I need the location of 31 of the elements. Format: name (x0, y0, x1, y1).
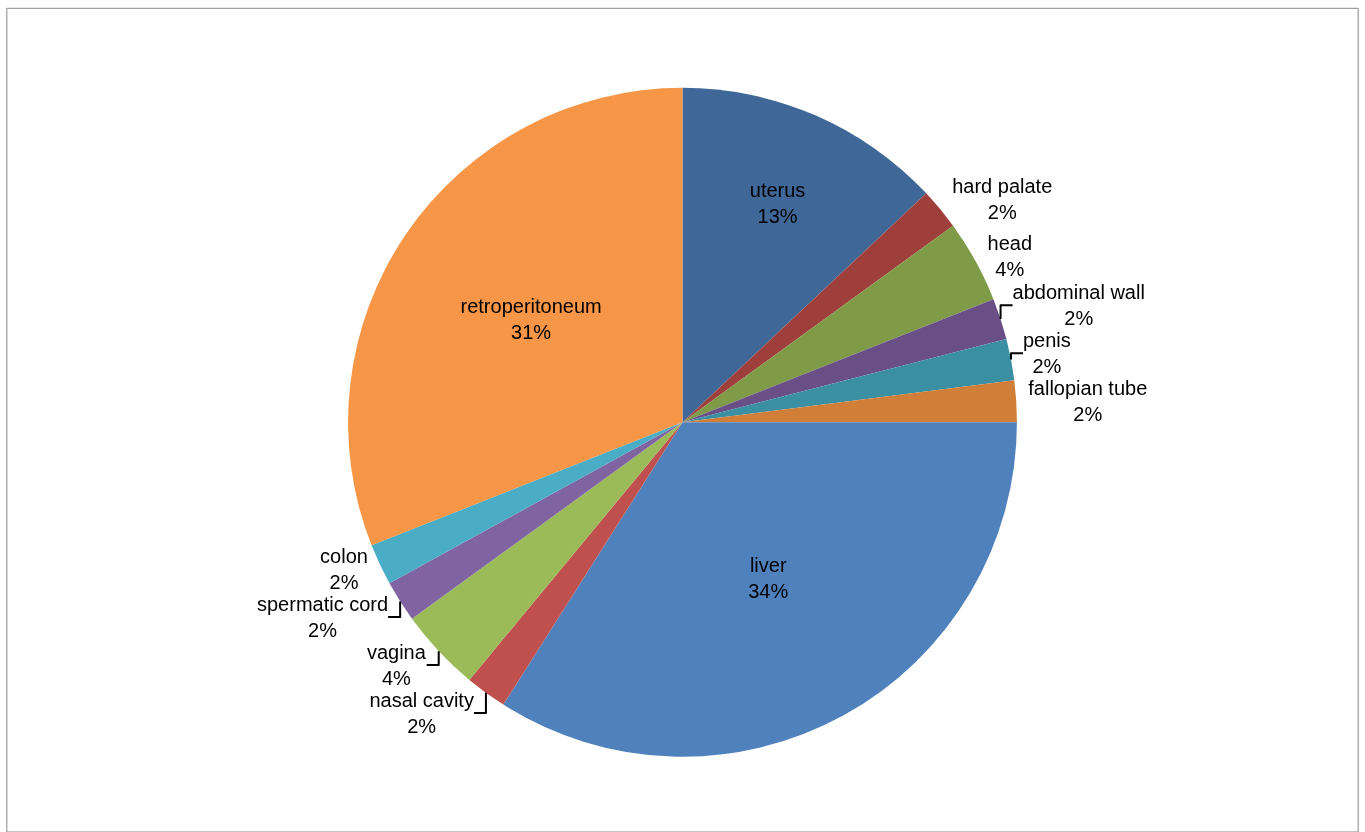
slice-label: penis (1023, 329, 1071, 352)
slice-label: liver (749, 554, 787, 577)
pie-slice (389, 422, 683, 619)
slice-label: head (987, 231, 1033, 254)
pie-slice (682, 87, 927, 423)
data-label: 2% (407, 714, 437, 737)
pie-slice (503, 422, 1017, 757)
data-label: 13% (757, 204, 798, 227)
data-label: 2% (329, 570, 359, 593)
slice-label: colon (320, 544, 368, 567)
data-label: 4% (995, 257, 1025, 280)
pie-slice (371, 422, 683, 584)
data-label: 4% (381, 666, 412, 689)
slice-label: nasal cavity (369, 688, 474, 711)
slice-label: uterus (749, 178, 806, 201)
data-label: 2% (308, 618, 338, 641)
slice-label: hard palate (952, 175, 1053, 198)
pie-slice (682, 299, 1007, 423)
data-label: 2% (987, 201, 1017, 224)
data-label: 31% (511, 321, 552, 344)
slice-label: abdominal wall (1012, 281, 1145, 304)
pie-slice (348, 87, 683, 546)
slice-label: vagina (366, 640, 427, 663)
data-label: 34% (748, 580, 789, 603)
data-label: 2% (1073, 403, 1103, 426)
data-label: 2% (1064, 307, 1094, 330)
pie-slice (682, 339, 1015, 423)
slice-label: retroperitoneum (460, 295, 602, 318)
slice-label: spermatic cord (256, 592, 389, 615)
slice-label: fallopian tube (1028, 377, 1148, 400)
data-label: 2% (1032, 355, 1062, 378)
